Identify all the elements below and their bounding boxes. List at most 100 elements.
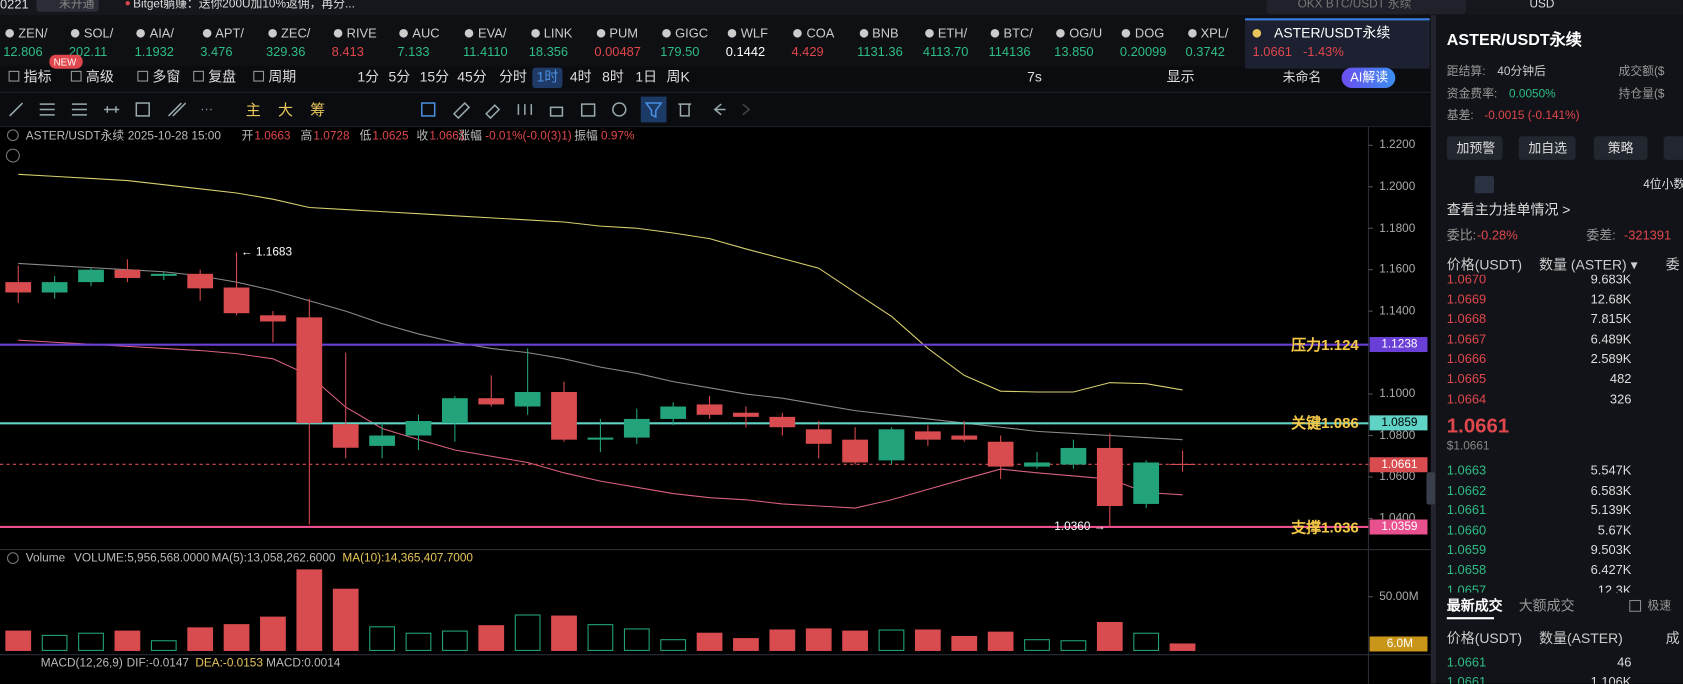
ticker-symbol[interactable]: AIA/ xyxy=(149,25,174,41)
checkbox[interactable] xyxy=(1629,599,1642,612)
tool-item[interactable]: 复盘 xyxy=(208,68,237,85)
ticker-symbol[interactable]: SOL/ xyxy=(83,25,114,41)
active-tab[interactable] xyxy=(1245,18,1430,69)
volume-header: MA(10):14,365,407.7000 xyxy=(342,551,474,565)
ask-price: 1.0670 xyxy=(1446,274,1487,287)
ticker-price[interactable]: 8.413 xyxy=(331,44,364,60)
ticker-price[interactable]: 0.1442 xyxy=(725,44,766,60)
panel-button[interactable] xyxy=(1518,136,1576,160)
ohlc-value: 1.0728 xyxy=(313,129,350,143)
volume-bar xyxy=(223,624,250,651)
panel-button[interactable] xyxy=(1593,136,1648,160)
ticker-price[interactable]: 179.50 xyxy=(660,44,700,60)
ai-pill[interactable] xyxy=(1341,67,1396,89)
ticker-price[interactable]: 3.476 xyxy=(200,44,233,60)
ticker-symbol[interactable]: WLF xyxy=(740,25,768,41)
ticker-symbol[interactable]: OG/U xyxy=(1069,25,1103,41)
ticker-price[interactable]: 7.133 xyxy=(397,44,430,60)
ticker-price[interactable]: 11.4110 xyxy=(463,44,508,60)
toolbar-right[interactable]: 未命名 xyxy=(1282,69,1322,85)
collapse-icon xyxy=(5,148,20,163)
ticker-symbol[interactable]: BNB xyxy=(872,25,899,41)
overlay-line xyxy=(18,173,1183,393)
ask-price: 1.0664 xyxy=(1446,391,1487,407)
trade-tab[interactable]: 最新成交 xyxy=(1446,597,1503,614)
currency[interactable]: USD xyxy=(1529,0,1555,11)
search[interactable]: OKX BTC/USDT 永续 xyxy=(1297,0,1412,11)
panel-button-label[interactable]: 策略 xyxy=(1607,140,1634,156)
ticker-price[interactable]: 1.1932 xyxy=(134,44,174,60)
drawing-tool[interactable]: 大 xyxy=(277,100,294,119)
ticker-icon xyxy=(924,28,934,38)
volume-header: Volume xyxy=(25,551,66,565)
bid-price: 1.0658 xyxy=(1446,562,1487,578)
period[interactable]: 15分 xyxy=(419,68,450,85)
panel-button-label[interactable]: 加预警 xyxy=(1456,140,1496,156)
ticker-symbol[interactable]: XPL/ xyxy=(1200,25,1229,41)
active-symbol[interactable]: ASTER/USDT永续 xyxy=(1274,24,1391,41)
period[interactable]: 45分 xyxy=(457,68,487,85)
tool-icon xyxy=(253,70,265,82)
ticker-symbol[interactable]: DOG xyxy=(1134,25,1165,41)
ticker-symbol[interactable]: ETH/ xyxy=(937,25,968,41)
ticker-price[interactable]: 18.356 xyxy=(528,44,569,60)
period[interactable]: 周K xyxy=(666,68,690,85)
period[interactable]: 4时 xyxy=(569,68,592,85)
period[interactable]: 5分 xyxy=(388,68,411,85)
ticker-price[interactable]: 0.3742 xyxy=(1185,44,1225,60)
toolbar-right[interactable]: 7s xyxy=(1027,68,1042,85)
ticker-symbol[interactable]: RIVE xyxy=(346,25,377,41)
ticker-price[interactable]: 1131.36 xyxy=(857,44,903,60)
ticker-symbol[interactable]: COA xyxy=(806,25,835,41)
ticker-symbol[interactable]: PUM xyxy=(609,25,639,41)
ask-qty: 7.815K xyxy=(1590,311,1632,327)
ticker-price[interactable]: 329.36 xyxy=(265,44,306,60)
book-header: 数量 (ASTER) ▾ xyxy=(1539,256,1638,273)
drawing-tool[interactable]: 主 xyxy=(245,100,261,119)
ohlc-label: 振幅 xyxy=(574,129,598,143)
ticker-price[interactable]: 0.00487 xyxy=(594,44,641,60)
ticker-symbol[interactable]: LINK xyxy=(543,25,573,41)
period[interactable]: 1日 xyxy=(635,68,658,85)
ticker-price[interactable]: 0.20099 xyxy=(1119,44,1167,60)
ticker-price[interactable]: 4113.70 xyxy=(922,44,969,60)
account: 0221 xyxy=(0,0,29,12)
ticker-symbol[interactable]: APT/ xyxy=(215,25,244,41)
bid-qty: 6.427K xyxy=(1590,562,1632,578)
tool-item[interactable]: 高级 xyxy=(85,68,114,85)
panel-button[interactable] xyxy=(1663,136,1683,160)
ticker-symbol[interactable]: AUC xyxy=(412,25,440,41)
period[interactable]: 8时 xyxy=(602,68,624,85)
trade-tab[interactable]: 大额成交 xyxy=(1518,597,1575,614)
toolbar-right[interactable]: 显示 xyxy=(1166,68,1195,85)
panel-button-label[interactable]: 加自选 xyxy=(1528,140,1568,156)
tool-item[interactable]: 多窗 xyxy=(152,68,181,85)
drawing-tool[interactable]: 筹 xyxy=(310,100,326,119)
ticker-symbol[interactable]: EVA/ xyxy=(478,25,507,41)
ticker-price[interactable]: 13.850 xyxy=(1054,44,1094,60)
stat-label: 成交额($ xyxy=(1618,65,1665,79)
depth-link[interactable]: 查看主力挂单情况 > xyxy=(1446,201,1571,218)
panel-button[interactable] xyxy=(1446,136,1503,160)
decimals[interactable]: 4位小数 xyxy=(1643,178,1683,192)
ticker-symbol[interactable]: ZEC/ xyxy=(280,25,311,41)
period[interactable]: 1分 xyxy=(357,68,380,85)
toolbar-right[interactable]: AI解读 xyxy=(1350,69,1389,85)
ohlc-label: 高 xyxy=(300,129,313,143)
ticker-price[interactable]: 12.806 xyxy=(3,44,43,60)
book-mode-active[interactable] xyxy=(1474,176,1495,194)
ticker-symbol[interactable]: BTC/ xyxy=(1003,25,1033,41)
period[interactable]: 1时 xyxy=(536,68,559,85)
volume-bar xyxy=(914,629,941,651)
promo: Bitget躺赚：送你200U加10%返佣，再分... xyxy=(133,0,355,11)
search-box[interactable] xyxy=(1266,0,1467,14)
volume-bar xyxy=(187,627,214,651)
ticker-symbol[interactable]: GIGC xyxy=(675,25,709,41)
ticker-price[interactable]: 4.429 xyxy=(791,44,824,60)
ticker-symbol[interactable]: ZEN/ xyxy=(18,25,48,41)
ticker-price[interactable]: 114136 xyxy=(988,44,1031,60)
tool-item[interactable]: 周期 xyxy=(268,68,297,85)
period[interactable]: 分时 xyxy=(499,68,528,85)
trade-tab[interactable]: 极速 xyxy=(1647,599,1672,613)
tool-item[interactable]: 指标 xyxy=(23,68,52,85)
